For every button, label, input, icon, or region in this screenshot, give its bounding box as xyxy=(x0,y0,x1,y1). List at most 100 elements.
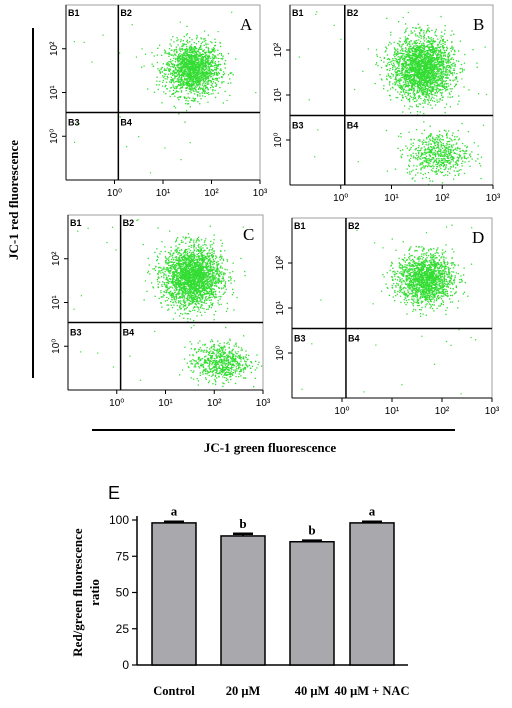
scatter-point xyxy=(447,55,449,57)
scatter-point xyxy=(206,86,208,88)
scatter-point xyxy=(398,64,400,66)
scatter-point xyxy=(434,78,436,80)
scatter-point xyxy=(437,67,439,69)
scatter-point xyxy=(182,73,184,75)
scatter-point xyxy=(438,52,440,54)
scatter-point xyxy=(217,49,219,51)
scatter-point xyxy=(400,52,402,55)
scatter-point xyxy=(426,93,428,95)
scatter-point xyxy=(425,75,428,77)
scatter-point xyxy=(244,274,246,277)
scatter-point xyxy=(175,91,177,94)
scatter-point xyxy=(413,97,415,99)
scatter-point xyxy=(400,87,402,89)
scatter-point xyxy=(192,70,194,73)
scatter-point xyxy=(431,56,433,58)
scatter-point xyxy=(429,51,431,53)
scatter-point xyxy=(427,166,429,168)
scatter-point xyxy=(199,52,201,54)
scatter-point xyxy=(197,62,199,64)
scatter-point xyxy=(188,66,190,68)
scatter-point xyxy=(206,61,209,63)
scatter-point xyxy=(437,70,439,73)
scatter-point xyxy=(402,43,404,45)
scatter-point xyxy=(422,161,424,163)
scatter-point xyxy=(399,87,401,89)
scatter-point xyxy=(432,76,434,79)
scatter-point xyxy=(438,83,440,86)
scatter-point xyxy=(411,54,413,57)
scatter-point xyxy=(392,59,394,62)
scatter-point xyxy=(181,57,183,59)
scatter-point xyxy=(428,66,430,69)
scatter-point xyxy=(229,78,231,80)
scatter-point xyxy=(411,86,413,89)
scatter-point xyxy=(401,99,403,101)
scatter-point xyxy=(428,76,430,79)
scatter-point xyxy=(200,87,203,89)
scatter-point xyxy=(187,85,189,87)
scatter-point xyxy=(412,68,414,71)
scatter-point xyxy=(178,70,180,72)
scatter-point xyxy=(404,74,406,77)
scatter-point xyxy=(453,157,455,159)
scatter-point xyxy=(195,61,197,63)
scatter-point xyxy=(178,79,180,81)
scatter-point xyxy=(419,82,421,84)
scatter-point xyxy=(423,34,425,36)
scatter-point xyxy=(206,57,208,60)
scatter-point xyxy=(412,87,414,89)
x-tick-label: 10² xyxy=(204,188,219,199)
scatter-point xyxy=(435,170,437,172)
scatter-point xyxy=(417,85,419,88)
scatter-point xyxy=(423,76,425,78)
scatter-point xyxy=(417,97,420,99)
scatter-point xyxy=(195,299,198,301)
scatter-point xyxy=(217,92,219,94)
scatter-point xyxy=(201,79,204,81)
scatter-point xyxy=(419,158,421,160)
scatter-point xyxy=(415,69,417,71)
scatter-point xyxy=(428,58,430,60)
scatter-point xyxy=(179,21,181,23)
scatter-point xyxy=(212,60,214,62)
scatter-point xyxy=(177,39,179,41)
scatter-point xyxy=(210,73,212,76)
scatter-point xyxy=(414,67,416,69)
scatter-point xyxy=(440,54,442,56)
scatter-point xyxy=(416,61,418,63)
scatter-point xyxy=(438,101,440,103)
scatter-point xyxy=(410,57,412,59)
scatter-point xyxy=(415,48,417,50)
scatter-point xyxy=(424,148,427,150)
scatter-point xyxy=(423,85,425,87)
quadrant-label: B3 xyxy=(292,121,304,131)
scatter-point xyxy=(415,158,417,160)
scatter-point xyxy=(427,56,429,58)
scatter-point xyxy=(418,56,420,58)
scatter-point xyxy=(449,140,451,142)
scatter-point xyxy=(383,57,386,59)
scatter-point xyxy=(429,62,432,64)
scatter-point xyxy=(169,69,172,71)
scatter-point xyxy=(435,68,437,70)
scatter-point xyxy=(417,65,419,67)
scatter-point xyxy=(411,82,413,84)
scatter-point xyxy=(404,77,407,79)
scatter-point xyxy=(409,63,411,65)
scatter-point xyxy=(420,63,423,65)
scatter-point xyxy=(195,50,197,52)
scatter-point xyxy=(449,157,452,159)
scatter-point xyxy=(175,71,177,74)
scatter-point xyxy=(411,47,413,50)
scatter-point xyxy=(396,60,399,63)
scatter-point xyxy=(427,73,429,75)
scatter-point xyxy=(423,167,425,169)
scatter-point xyxy=(420,58,423,60)
scatter-point xyxy=(457,170,459,173)
scatter-point xyxy=(180,61,182,63)
scatter-point xyxy=(443,129,446,131)
scatter-point xyxy=(224,90,226,93)
scatter-point xyxy=(461,162,463,165)
scatter-point xyxy=(429,66,432,68)
